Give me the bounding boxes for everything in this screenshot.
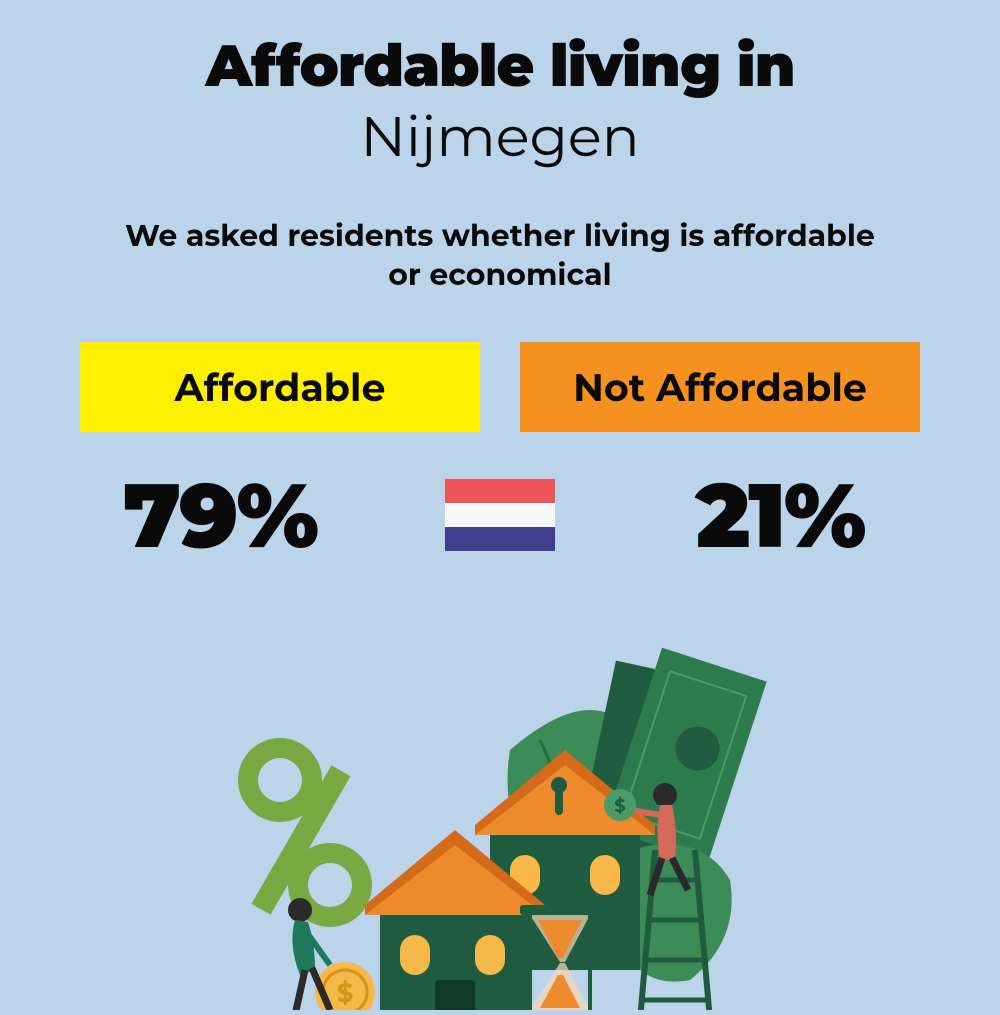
flag-stripe-red bbox=[445, 479, 555, 503]
option-affordable-box: Affordable bbox=[80, 342, 480, 432]
title-line2: Nijmegen bbox=[360, 103, 639, 171]
option-not-affordable-box: Not Affordable bbox=[520, 342, 920, 432]
option-not-affordable-label: Not Affordable bbox=[573, 364, 867, 411]
netherlands-flag-icon bbox=[445, 479, 555, 551]
title-line1: Affordable living in bbox=[206, 30, 795, 101]
stat-not-affordable-value: 21% bbox=[605, 460, 955, 570]
subtitle: We asked residents whether living is aff… bbox=[125, 216, 875, 294]
options-row: Affordable Not Affordable bbox=[0, 342, 1000, 432]
stat-affordable-value: 79% bbox=[45, 460, 395, 570]
stats-row: 79% 21% bbox=[0, 460, 1000, 570]
svg-text:$: $ bbox=[337, 977, 354, 1009]
flag-stripe-blue bbox=[445, 527, 555, 551]
house-savings-illustration: $ $ bbox=[200, 630, 800, 1010]
svg-text:$: $ bbox=[614, 795, 625, 817]
hourglass-icon bbox=[520, 905, 600, 1010]
option-affordable-label: Affordable bbox=[175, 364, 386, 411]
flag-stripe-white bbox=[445, 503, 555, 527]
percent-icon bbox=[248, 748, 362, 917]
